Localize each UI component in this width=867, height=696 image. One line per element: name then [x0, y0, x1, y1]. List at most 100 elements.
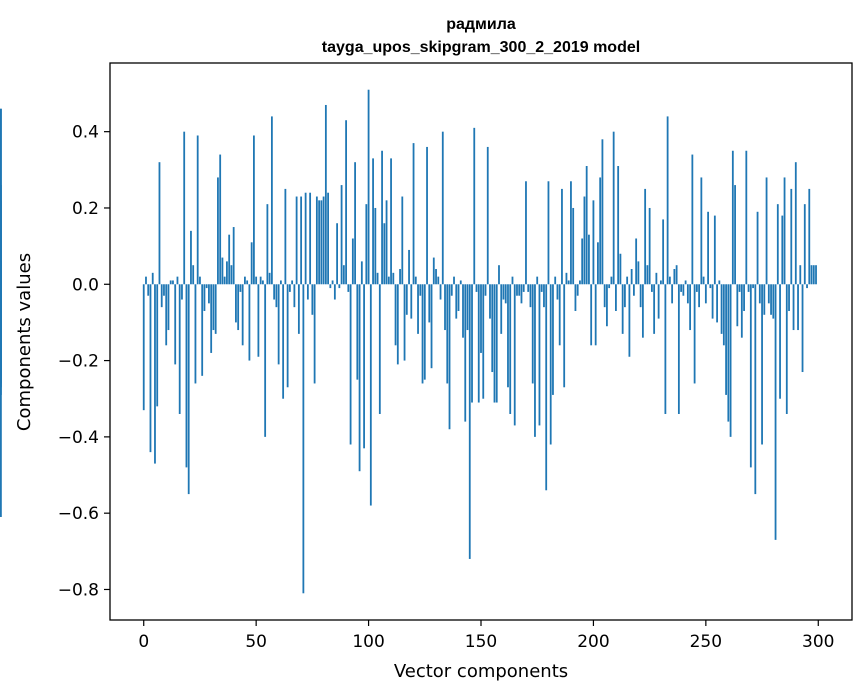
bars-group	[0, 89, 817, 594]
bar-component-25	[199, 276, 201, 285]
bar-component-183	[554, 276, 557, 285]
bar-component-225	[648, 207, 651, 285]
bar-component-31	[212, 284, 215, 331]
bar-component-161	[504, 284, 507, 304]
bar-component-185	[558, 284, 561, 346]
bar-component-242	[686, 284, 689, 304]
bar-component-259	[725, 284, 727, 395]
bar-component-295	[806, 284, 808, 289]
bar-component-160	[502, 284, 505, 300]
chart-title-line1: радмила	[446, 16, 516, 33]
bar-component-19	[185, 284, 188, 468]
bar-component-45	[244, 276, 246, 285]
x-tick-label: 100	[352, 632, 384, 652]
bar-component-11	[167, 284, 170, 331]
bar-component-219	[635, 238, 638, 285]
bar-component-159	[500, 284, 503, 334]
bar-component-294	[803, 204, 806, 285]
x-tick-label: 200	[577, 632, 609, 652]
bar-component-37	[226, 261, 228, 285]
bar-component-252	[709, 284, 712, 289]
bar-component-236	[673, 269, 676, 285]
x-axis-label: Vector components	[394, 661, 568, 682]
bar-component-92	[349, 284, 352, 445]
bar-component-33	[217, 177, 219, 285]
bar-component-197	[585, 166, 588, 285]
bar-component-215	[626, 276, 629, 285]
bar-component-84	[331, 280, 334, 285]
bar-component-248	[700, 177, 703, 285]
bar-component-181	[549, 284, 552, 445]
bar-component-280	[772, 284, 775, 319]
bar-component-231	[662, 219, 665, 285]
bar-component-39	[230, 265, 233, 285]
bar-component-141	[459, 280, 462, 285]
bar-component-65	[288, 284, 291, 292]
bar-component-150	[480, 284, 482, 353]
bar-component-93	[351, 238, 354, 285]
bar-component-47	[248, 284, 251, 361]
bar-component-189	[567, 280, 570, 285]
bar-component-20	[187, 284, 190, 495]
bar-component-96	[358, 284, 361, 472]
bar-component-13	[172, 280, 174, 285]
bar-component-222	[641, 284, 644, 338]
bar-component-286	[785, 284, 788, 414]
bar-component-176	[538, 284, 541, 426]
bar-component-233	[666, 116, 669, 285]
bar-component-275	[761, 284, 763, 445]
bar-component-3	[149, 284, 152, 453]
bar-component-255	[716, 284, 718, 323]
bar-component-2	[147, 284, 150, 296]
bar-component-46	[246, 280, 249, 285]
bar-component-230	[659, 280, 662, 285]
bar-component-207	[608, 284, 611, 289]
bar-component-128	[430, 284, 433, 369]
bar-component-71	[302, 284, 305, 594]
bar-component-290	[794, 162, 797, 285]
bar-component-44	[241, 284, 244, 346]
bar-component-227	[653, 284, 656, 334]
bar-component-210	[615, 284, 617, 311]
bar-component-125	[423, 284, 426, 380]
bar-component-203	[599, 177, 602, 285]
y-tick-label: 0.0	[72, 275, 99, 295]
bar-component-0	[142, 284, 145, 411]
bar-component-106	[381, 150, 383, 285]
bar-component-49	[253, 135, 255, 285]
bar-component-74	[309, 192, 312, 285]
bar-component-98	[363, 284, 365, 449]
bar-component-143	[464, 284, 467, 422]
bar-component-206	[606, 284, 608, 327]
bar-component-212	[619, 253, 622, 285]
bar-component-184	[556, 284, 559, 300]
bar-component-282	[776, 204, 779, 285]
bar-component-56	[268, 272, 271, 285]
bar-component-266	[740, 284, 743, 338]
bar-component-55	[266, 204, 269, 285]
bar-component-142	[462, 284, 464, 338]
y-tick-label: −0.6	[58, 504, 99, 524]
plot-area-frame	[109, 62, 853, 621]
bar-component-265	[738, 284, 741, 292]
bar-component-247	[698, 284, 700, 308]
bar-component-179	[545, 284, 548, 491]
bar-component-268	[745, 150, 748, 285]
bar-component-94	[354, 162, 356, 285]
bar-component-200	[592, 200, 595, 285]
x-tick-label: 0	[138, 632, 149, 652]
bar-component-180	[547, 181, 550, 285]
bar-component-112	[394, 284, 397, 346]
bar-component-140	[457, 284, 460, 311]
bar-component-145	[468, 284, 471, 559]
bar-component-281	[774, 284, 777, 540]
bar-component-190	[570, 181, 572, 285]
bar-component-131	[437, 276, 440, 285]
bar-component-260	[727, 284, 730, 422]
bar-component-234	[668, 276, 671, 285]
bar-component-118	[408, 249, 410, 285]
bar-component-97	[360, 261, 363, 285]
bar-component-66	[291, 280, 294, 285]
x-tick-label: 250	[690, 632, 722, 652]
y-tick-label: −0.4	[58, 428, 99, 448]
